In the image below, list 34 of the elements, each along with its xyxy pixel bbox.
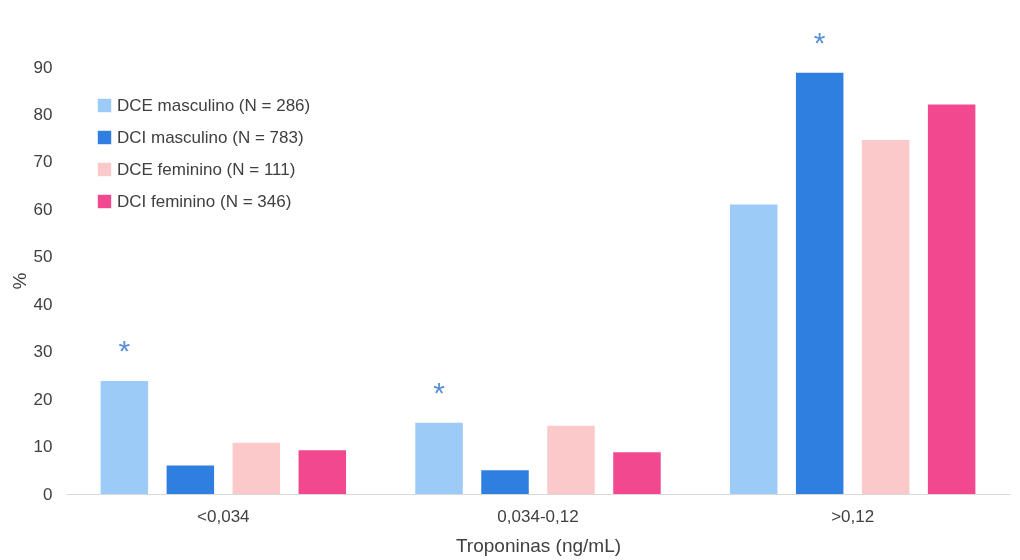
bar bbox=[927, 104, 976, 494]
y-tick-label: 70 bbox=[33, 152, 53, 172]
bar bbox=[547, 425, 595, 494]
bar bbox=[729, 204, 778, 494]
x-tick-label: >0,12 bbox=[831, 506, 875, 526]
bar bbox=[415, 422, 463, 494]
bar bbox=[298, 450, 347, 494]
y-tick-label: 0 bbox=[43, 484, 53, 504]
legend-label: DCE feminino (N = 111) bbox=[117, 159, 296, 179]
y-tick-label: 90 bbox=[33, 57, 53, 77]
legend-label: DCE masculino (N = 286) bbox=[117, 95, 311, 115]
x-tick-label: 0,034-0,12 bbox=[497, 506, 579, 526]
text: * bbox=[813, 25, 826, 59]
bar bbox=[166, 465, 215, 494]
y-tick-label: 80 bbox=[33, 104, 53, 124]
y-tick-label: 60 bbox=[33, 199, 53, 219]
bar bbox=[481, 470, 529, 494]
annotation: * bbox=[118, 334, 131, 368]
y-tick-label: 50 bbox=[33, 247, 53, 267]
y-tick-label: 40 bbox=[33, 294, 53, 314]
bar bbox=[613, 452, 661, 494]
y-axis-title: % bbox=[8, 272, 30, 290]
y-tick-label: 30 bbox=[33, 342, 53, 362]
y-tick-label: 10 bbox=[33, 437, 53, 457]
legend-label: DCI feminino (N = 346) bbox=[117, 191, 292, 211]
bar bbox=[861, 140, 910, 494]
y-tick-label: 20 bbox=[33, 389, 53, 409]
annotation: * bbox=[433, 375, 446, 409]
bar bbox=[795, 72, 844, 494]
x-axis-title: Troponinas (ng/mL) bbox=[455, 534, 622, 556]
legend-label: DCI masculino (N = 783) bbox=[117, 127, 304, 147]
x-tick-label: <0,034 bbox=[197, 506, 250, 526]
bar bbox=[100, 381, 149, 494]
bar bbox=[232, 442, 281, 494]
